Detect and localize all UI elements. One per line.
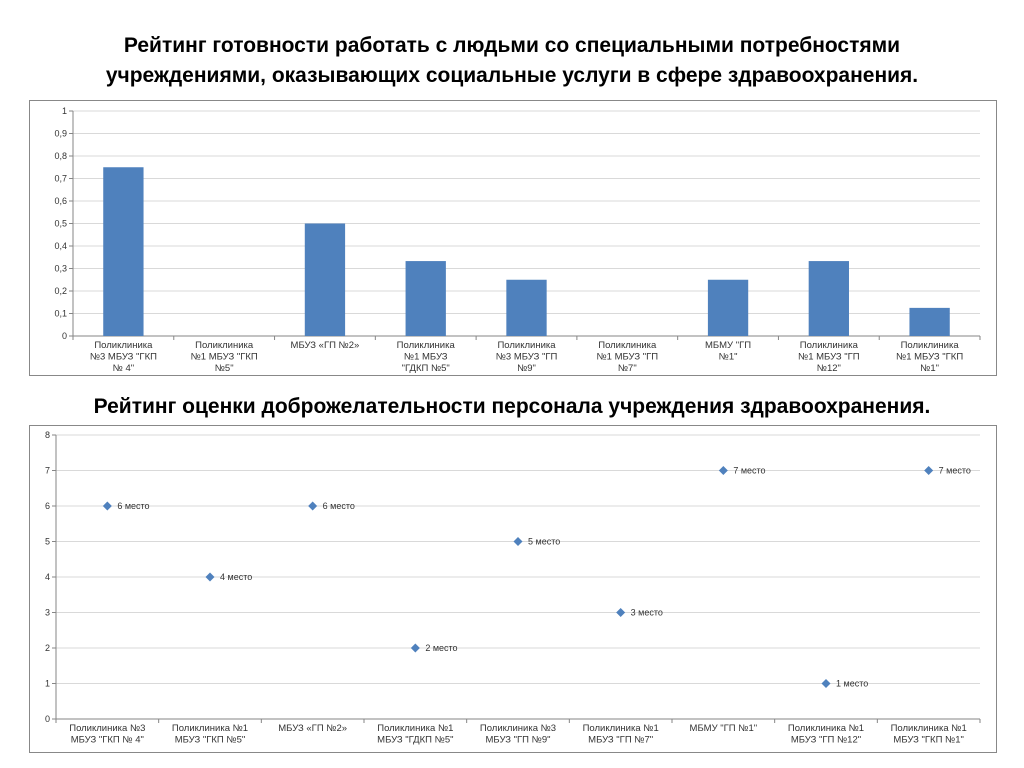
data-point-marker: [410, 643, 420, 653]
y-tick-label: 0: [45, 714, 50, 724]
y-tick-label: 7: [45, 466, 50, 476]
x-category-label: № 4": [113, 363, 135, 374]
y-tick-label: 0,5: [54, 219, 67, 229]
chart2-title: Рейтинг оценки доброжелательности персон…: [93, 395, 931, 418]
x-category-label: №1 МБУЗ "ГКП: [896, 352, 963, 363]
data-point-label: 3 место: [631, 608, 663, 618]
x-category-label: Поликлиника №3: [69, 723, 145, 734]
chart1-title: Рейтинг готовности работать с людьми со …: [40, 31, 984, 91]
data-point-label: 4 место: [220, 572, 252, 582]
x-category-label: №1 МБУЗ "ГП: [596, 352, 658, 363]
chart1-title-line1: Рейтинг готовности работать с людьми со …: [123, 34, 901, 57]
x-category-label: Поликлиника №1: [788, 723, 864, 734]
x-category-label: Поликлиника: [94, 340, 153, 351]
x-category-label: Поликлиника: [598, 340, 657, 351]
x-category-label: МБУЗ "ГП №7": [588, 735, 653, 746]
data-point-label: 6 место: [117, 501, 149, 511]
x-category-label: МБУЗ "ГДКП №5": [377, 735, 453, 746]
data-point-marker: [718, 466, 728, 475]
y-tick-label: 1: [62, 106, 67, 116]
bar: [808, 261, 849, 336]
friendliness-scatter-chart: 0 1 2 3 4 5 6 7 8 Поликлиника №3 МБУЗ "ГКП № 4" Пол…: [29, 425, 997, 753]
bar: [304, 223, 346, 336]
data-point-marker: [205, 572, 215, 582]
y-tick-label: 0: [62, 331, 67, 341]
x-category-label: МБМУ "ГП: [705, 340, 751, 351]
y-tick-label: 0,7: [54, 174, 67, 184]
data-point-marker: [616, 608, 626, 617]
x-category-label: Поликлиника: [800, 340, 859, 351]
y-tick-label: 5: [45, 537, 50, 547]
x-category-label: Поликлиника №1: [583, 723, 659, 734]
y-tick-label: 1: [45, 679, 50, 689]
x-category-label: Поликлиника №3: [480, 723, 556, 734]
x-category-label: №1": [920, 363, 939, 374]
y-tick-label: 6: [45, 501, 50, 511]
x-category-label: МБУЗ "ГП №12": [791, 735, 861, 746]
data-point-label: 1 место: [836, 679, 868, 689]
y-tick-label: 4: [45, 572, 50, 582]
data-point-marker: [308, 501, 318, 511]
x-category-label: №1 МБУЗ "ГКП: [191, 352, 258, 363]
data-point-marker: [102, 501, 112, 511]
y-tick-label: 0,3: [54, 264, 67, 274]
x-category-label: Поликлиника №1: [172, 723, 248, 734]
bar: [909, 307, 950, 336]
x-category-label: №1 МБУЗ "ГП: [798, 352, 860, 363]
x-category-label: МБУЗ "ГКП №1": [893, 735, 964, 746]
data-point-marker: [924, 466, 934, 475]
x-category-label: №3 МБУЗ "ГП: [496, 352, 558, 363]
x-category-label: №12": [817, 363, 841, 374]
x-category-label: МБУЗ "ГКП №5": [175, 735, 246, 746]
bar: [707, 279, 749, 336]
chart1-title-line2: учреждениями, оказывающих социальные усл…: [105, 64, 919, 87]
x-category-label: Поликлиника №1: [377, 723, 453, 734]
data-point-label: 2 место: [425, 643, 457, 653]
bar: [506, 279, 547, 336]
bar: [103, 167, 144, 336]
x-category-label: МБУЗ «ГП №2»: [278, 723, 347, 734]
y-tick-label: 8: [45, 430, 50, 440]
x-category-label: Поликлиника: [397, 340, 456, 351]
bar: [405, 261, 446, 336]
x-category-label: Поликлиника: [901, 340, 960, 351]
y-tick-label: 0,2: [54, 286, 67, 296]
y-tick-label: 0,4: [54, 241, 67, 251]
x-category-label: №9": [517, 363, 536, 374]
x-category-label: Поликлиника №1: [891, 723, 967, 734]
data-point-marker: [821, 679, 831, 688]
x-category-label: №3 МБУЗ "ГКП: [90, 352, 157, 363]
y-tick-label: 0,6: [54, 196, 67, 206]
x-category-label: №1 МБУЗ: [404, 352, 448, 363]
x-category-label: МБУЗ «ГП №2»: [291, 340, 360, 351]
x-category-label: №5": [215, 363, 234, 374]
x-category-label: "ГДКП №5": [402, 363, 450, 374]
y-tick-label: 0,8: [54, 151, 67, 161]
data-point-marker: [513, 537, 523, 546]
x-category-label: Поликлиника: [497, 340, 556, 351]
data-point-label: 7 место: [733, 466, 765, 476]
x-category-label: МБУЗ "ГКП № 4": [71, 735, 144, 746]
y-tick-label: 0,1: [54, 309, 67, 319]
y-tick-label: 3: [45, 608, 50, 618]
bar-chart-svg: 0 0,1 0,2 0,3 0,4 0,5 0,6 0,7 0,8 0,9 1 Поликлиника…: [54, 106, 981, 374]
x-category-label: МБУЗ "ГП №9": [486, 735, 551, 746]
data-point-label: 5 место: [528, 537, 560, 547]
x-category-label: МБМУ "ГП №1": [690, 723, 758, 734]
x-category-label: Поликлиника: [195, 340, 254, 351]
data-point-label: 6 место: [323, 501, 355, 511]
x-category-label: №7": [618, 363, 637, 374]
x-category-label: №1": [719, 352, 738, 363]
y-tick-label: 2: [45, 643, 50, 653]
y-tick-label: 0,9: [54, 129, 67, 139]
readiness-bar-chart: 0 0,1 0,2 0,3 0,4 0,5 0,6 0,7 0,8 0,9 1 Поликлиника…: [29, 100, 997, 376]
data-point-label: 7 место: [939, 466, 971, 476]
